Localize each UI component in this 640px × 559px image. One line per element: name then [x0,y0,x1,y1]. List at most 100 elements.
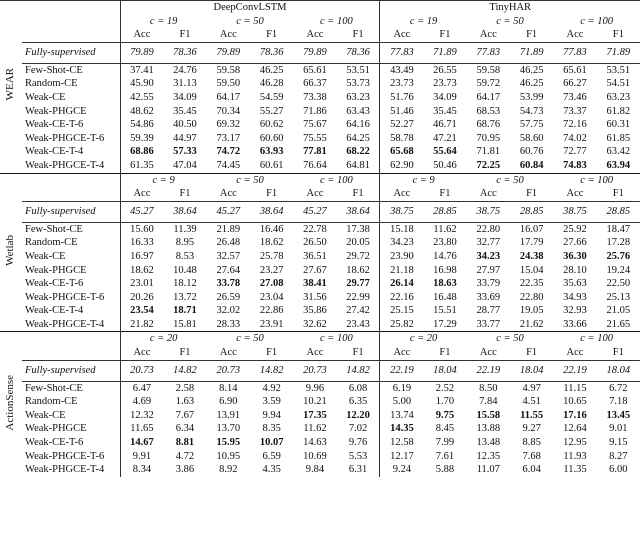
metric-label: Acc [306,347,324,359]
value-text: 15.81 [173,318,197,330]
method-name: Weak-PHGCE-T-4 [25,159,105,171]
cell-value: 32.93 [553,304,596,318]
cell-value: 11.15 [553,380,597,396]
cell-value: 1.70 [423,395,466,409]
metric-label: Acc [379,346,424,361]
value-text: 35.45 [173,105,197,117]
value-text: 73.37 [563,105,587,117]
value-text: 68.53 [476,105,501,117]
value-text: 63.23 [606,91,631,103]
bold-value: 63.93 [259,146,284,158]
metric-label: F1 [526,29,538,41]
metric-label: Acc [566,347,584,359]
cell-value: 11.35 [553,463,596,477]
cell-value: 21.18 [379,263,424,278]
metric-label: Acc [119,187,164,202]
bold-value: 33.78 [216,278,241,290]
results-table: WEAR DeepConvLSTM TinyHAR c = 19 c = 50 c = 1… [0,0,640,477]
value-text: 22.16 [390,291,414,303]
method-name: Fully-supervised [22,200,120,223]
cell-value: 14.76 [423,250,466,264]
value-text: 9.91 [132,450,152,462]
c-header: c = 50 [496,15,524,27]
cell-value: 15.51 [423,304,466,318]
metric-label: F1 [439,188,451,200]
value-text: 2.52 [435,382,455,394]
cell-value: 37.41 [119,62,164,78]
c-header: c = 9 [379,173,467,188]
spacer [22,173,120,187]
bold-value: 24.38 [519,250,544,262]
cell-value: 79.89 [293,41,337,64]
value-text: 33.66 [563,318,587,330]
cell-value: 12.35 [467,450,510,464]
value-text: 7.68 [522,450,541,462]
value-text: 11.62 [303,423,327,435]
cell-value: 79.89 [119,41,164,64]
cell-value: 73.37 [553,105,596,119]
value-text: 46.28 [259,78,284,90]
cell-value: 25.13 [597,291,640,305]
cell-value: 16.07 [509,221,554,237]
value-text: 61.35 [130,159,154,171]
value-text: 11.65 [130,423,154,435]
bold-value: 26.14 [390,278,414,290]
metric-label: F1 [352,29,364,41]
cell-value: 53.51 [336,62,380,78]
value-text: 60.61 [259,159,284,171]
metric-label: Acc [119,28,164,43]
bold-value: 34.23 [476,250,501,262]
value-text: 64.16 [346,119,370,131]
cell-value: 75.55 [293,132,336,146]
method-name: Weak-PHGCE-T-4 [25,464,105,476]
metric-label: Acc [219,347,237,359]
method-row: Weak-PHGCE-T-6 59.39 44.97 73.17 60.60 75.55 6… [0,131,640,146]
dataset-section: WEAR DeepConvLSTM TinyHAR c = 19 c = 50 c = 1… [0,0,640,174]
method-row: Weak-CE-T-6 14.67 8.81 15.95 10.07 14.63 9.76 1… [0,436,640,450]
method-name: Weak-CE [25,409,66,421]
cell-value: 14.67 [119,436,164,450]
cell-value: 23.43 [337,318,380,332]
bold-value: 23.54 [130,305,154,317]
cell-value: 8.53 [163,250,206,264]
cell-value: 12.17 [379,449,424,464]
c-header: c = 100 [320,333,353,345]
cell-value: 71.86 [293,105,336,119]
value-text: 9.01 [609,423,628,435]
cell-value: 6.08 [336,380,380,396]
value-text: 61.82 [606,105,631,117]
value-text: 23.27 [259,264,284,276]
value-text: 31.13 [173,78,197,90]
cell-value: 11.65 [119,422,164,437]
cell-value: 33.69 [467,291,510,305]
method-row: Weak-CE 16.97 8.53 32.57 25.78 36.51 29.72 23.9… [0,249,640,264]
value-text: 33.77 [476,318,501,330]
value-text: 20.26 [130,291,154,303]
cell-value: 9.24 [379,463,424,477]
value-text: 34.23 [390,237,414,249]
value-text: 10.65 [563,396,587,408]
cell-value: 38.75 [379,200,424,223]
cell-value: 21.82 [119,317,164,332]
method-row: Weak-PHGCE-T-6 20.26 13.72 26.59 23.04 31.56 2… [0,290,640,305]
cell-value: 45.27 [206,200,250,223]
cell-value: 44.97 [163,132,206,146]
value-text: 16.98 [433,264,457,276]
value-text: 53.99 [519,91,544,103]
bold-value: 74.83 [563,159,587,171]
cell-value: 27.42 [337,304,380,318]
cell-value: 42.55 [119,90,164,105]
value-text: 23.01 [130,278,154,290]
cell-value: 22.80 [466,221,510,237]
cell-value: 2.58 [163,380,207,396]
metric-label: Acc [566,188,584,200]
value-text: 23.91 [259,318,284,330]
value-text: 18.47 [606,223,631,235]
value-text: 5.88 [435,464,455,476]
cell-value: 38.75 [466,200,510,223]
cell-value: 7.18 [597,395,640,409]
value-text: 9.24 [392,464,412,476]
method-name: Weak-CE-T-4 [25,146,84,158]
c-header: c = 20 [379,331,467,347]
cell-value: 72.25 [467,159,510,173]
